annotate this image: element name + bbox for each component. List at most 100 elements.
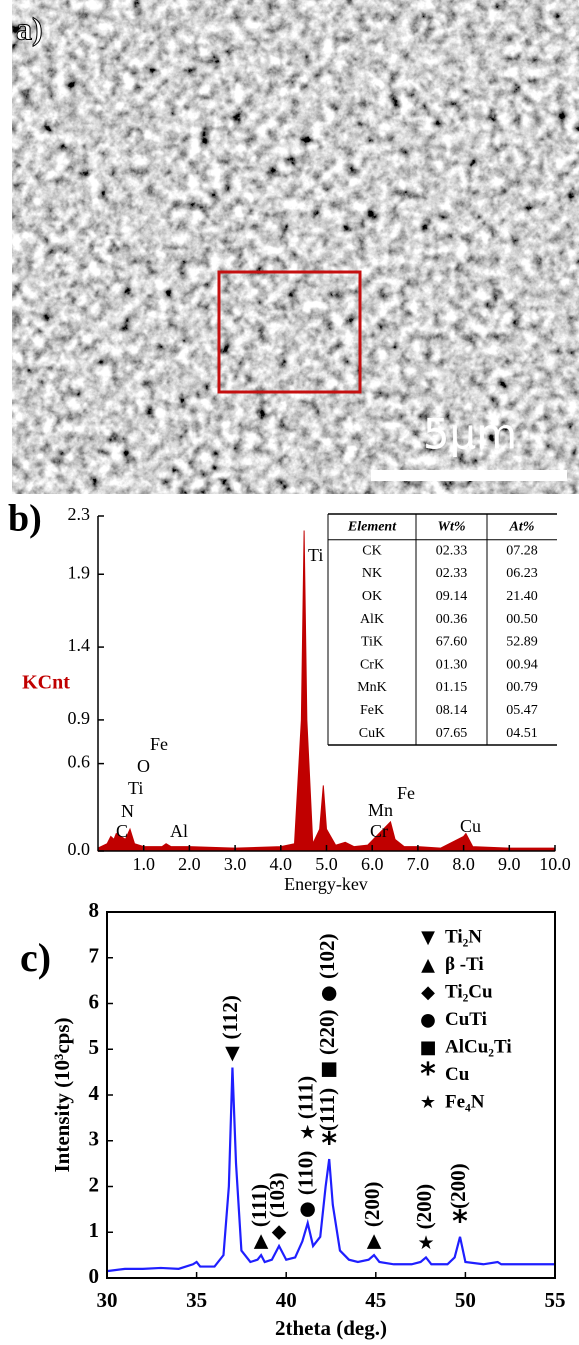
x-tick-label: 45: [365, 1288, 386, 1312]
peak-symbol: ●: [299, 1198, 316, 1220]
x-tick-label: 5.0: [315, 854, 338, 874]
table-cell: 06.23: [506, 566, 538, 581]
legend-symbol: ■: [419, 1037, 436, 1058]
panel-label: c): [20, 935, 51, 980]
spectrum-area: [98, 531, 555, 851]
legend-label: Cu: [445, 1064, 470, 1085]
composition-table: ElementWt%At%CK02.3307.28NK02.3306.23OK0…: [328, 514, 557, 745]
legend-symbol: *: [420, 1057, 436, 1092]
peak-index: (112): [218, 995, 242, 1039]
element-label: Cu: [460, 816, 481, 836]
table-cell: 67.60: [436, 635, 468, 650]
sem-panel: 5μm a): [12, 0, 579, 494]
x-tick-label: 6.0: [361, 854, 384, 874]
peak-symbol: ▲: [254, 1230, 269, 1252]
legend-label: Ti₂N: [445, 926, 482, 947]
table-cell: 01.30: [436, 657, 468, 672]
table-header: Element: [347, 520, 397, 535]
element-label: N: [121, 801, 134, 821]
x-tick-label: 2.0: [178, 854, 201, 874]
table-cell: CK: [362, 543, 381, 558]
table-cell: 07.65: [436, 726, 468, 741]
table-cell: 01.15: [436, 680, 468, 695]
x-axis-label: 2theta (deg.): [275, 1316, 387, 1340]
table-header: At%: [509, 520, 535, 535]
legend-symbol: ★: [420, 1092, 436, 1113]
peak-index: (103): [265, 1172, 289, 1218]
panel-label: b): [8, 498, 42, 540]
x-tick-label: 7.0: [407, 854, 430, 874]
legend-symbol: ◆: [421, 982, 435, 1003]
page: 5μm a) 0.00.60.91.41.92.31.02.03.04.05.0…: [0, 0, 579, 1345]
peak-index: (220): [315, 1010, 339, 1056]
x-tick-label: 30: [97, 1288, 118, 1312]
table-cell: 52.89: [506, 635, 538, 650]
peak-index: (110): [294, 1151, 318, 1195]
table-cell: 09.14: [436, 589, 468, 604]
peak-index: (102): [315, 934, 339, 980]
peak-symbol: ■: [320, 1058, 338, 1080]
y-tick-label: 6: [89, 989, 100, 1013]
x-tick-label: 10.0: [539, 854, 571, 874]
figure: 5μm a) 0.00.60.91.41.92.31.02.03.04.05.0…: [0, 0, 579, 1345]
x-tick-label: 8.0: [452, 854, 475, 874]
x-tick-label: 4.0: [270, 854, 293, 874]
y-tick-label: 1.9: [68, 562, 91, 582]
table-cell: CuK: [359, 726, 385, 741]
y-tick-label: 5: [89, 1035, 100, 1059]
legend-symbol: ▲: [421, 955, 435, 976]
y-tick-label: 7: [89, 944, 100, 968]
x-axis-label: Energy-kev: [284, 874, 368, 894]
element-label: Cr: [370, 821, 388, 841]
element-label: O: [137, 756, 150, 776]
element-label: Fe: [397, 783, 415, 803]
y-tick-label: 0: [89, 1264, 100, 1288]
table-cell: 21.40: [506, 589, 538, 604]
table-cell: CrK: [360, 657, 384, 672]
y-tick-label: 0.6: [68, 752, 91, 772]
peak-index: (111): [315, 1088, 339, 1131]
table-cell: 02.33: [436, 566, 468, 581]
panel-label: a): [16, 10, 43, 46]
x-tick-label: 9.0: [498, 854, 521, 874]
x-tick-label: 55: [545, 1288, 566, 1312]
peak-symbol: ●: [321, 982, 338, 1004]
y-axis-label: Intensity (10³cps): [50, 1017, 74, 1172]
table-cell: 08.14: [436, 703, 468, 718]
x-tick-label: 50: [455, 1288, 476, 1312]
peak-symbol: ★: [299, 1122, 316, 1144]
table-cell: 05.47: [506, 703, 538, 718]
table-cell: 00.79: [506, 680, 538, 695]
element-label: C: [116, 821, 128, 841]
element-label: Ti: [128, 778, 143, 798]
y-tick-label: 8: [89, 898, 100, 922]
table-cell: 04.51: [506, 726, 538, 741]
peak-symbol: ★: [417, 1232, 434, 1254]
table-cell: NK: [362, 566, 382, 581]
y-tick-label: 4: [89, 1081, 100, 1105]
legend-symbol: ●: [420, 1010, 436, 1031]
y-tick-label: 1.4: [68, 635, 91, 655]
table-cell: 07.28: [506, 543, 538, 558]
table-cell: 00.94: [506, 657, 538, 672]
peak-index: (200): [412, 1184, 436, 1230]
legend-label: CuTi: [445, 1009, 487, 1030]
legend-symbol: ▼: [421, 927, 435, 948]
table-cell: MnK: [357, 680, 387, 695]
y-tick-label: 2.3: [68, 504, 91, 524]
y-tick-label: 3: [89, 1127, 100, 1151]
table-cell: AlK: [360, 612, 384, 627]
y-tick-label: 1: [89, 1218, 100, 1242]
legend-label: Ti₂Cu: [445, 981, 493, 1002]
y-tick-label: 0.9: [68, 708, 91, 728]
element-label: Ti: [308, 545, 323, 565]
x-tick-label: 35: [186, 1288, 207, 1312]
table-cell: FeK: [360, 703, 384, 718]
peak-index: (200): [446, 1163, 470, 1209]
peak-index: (200): [360, 1182, 384, 1228]
legend-label: AlCu₂Ti: [445, 1036, 512, 1057]
x-tick-label: 3.0: [224, 854, 247, 874]
x-tick-label: 40: [276, 1288, 297, 1312]
legend-label: Fe₄N: [445, 1091, 485, 1112]
peak-index: (111): [294, 1076, 318, 1119]
